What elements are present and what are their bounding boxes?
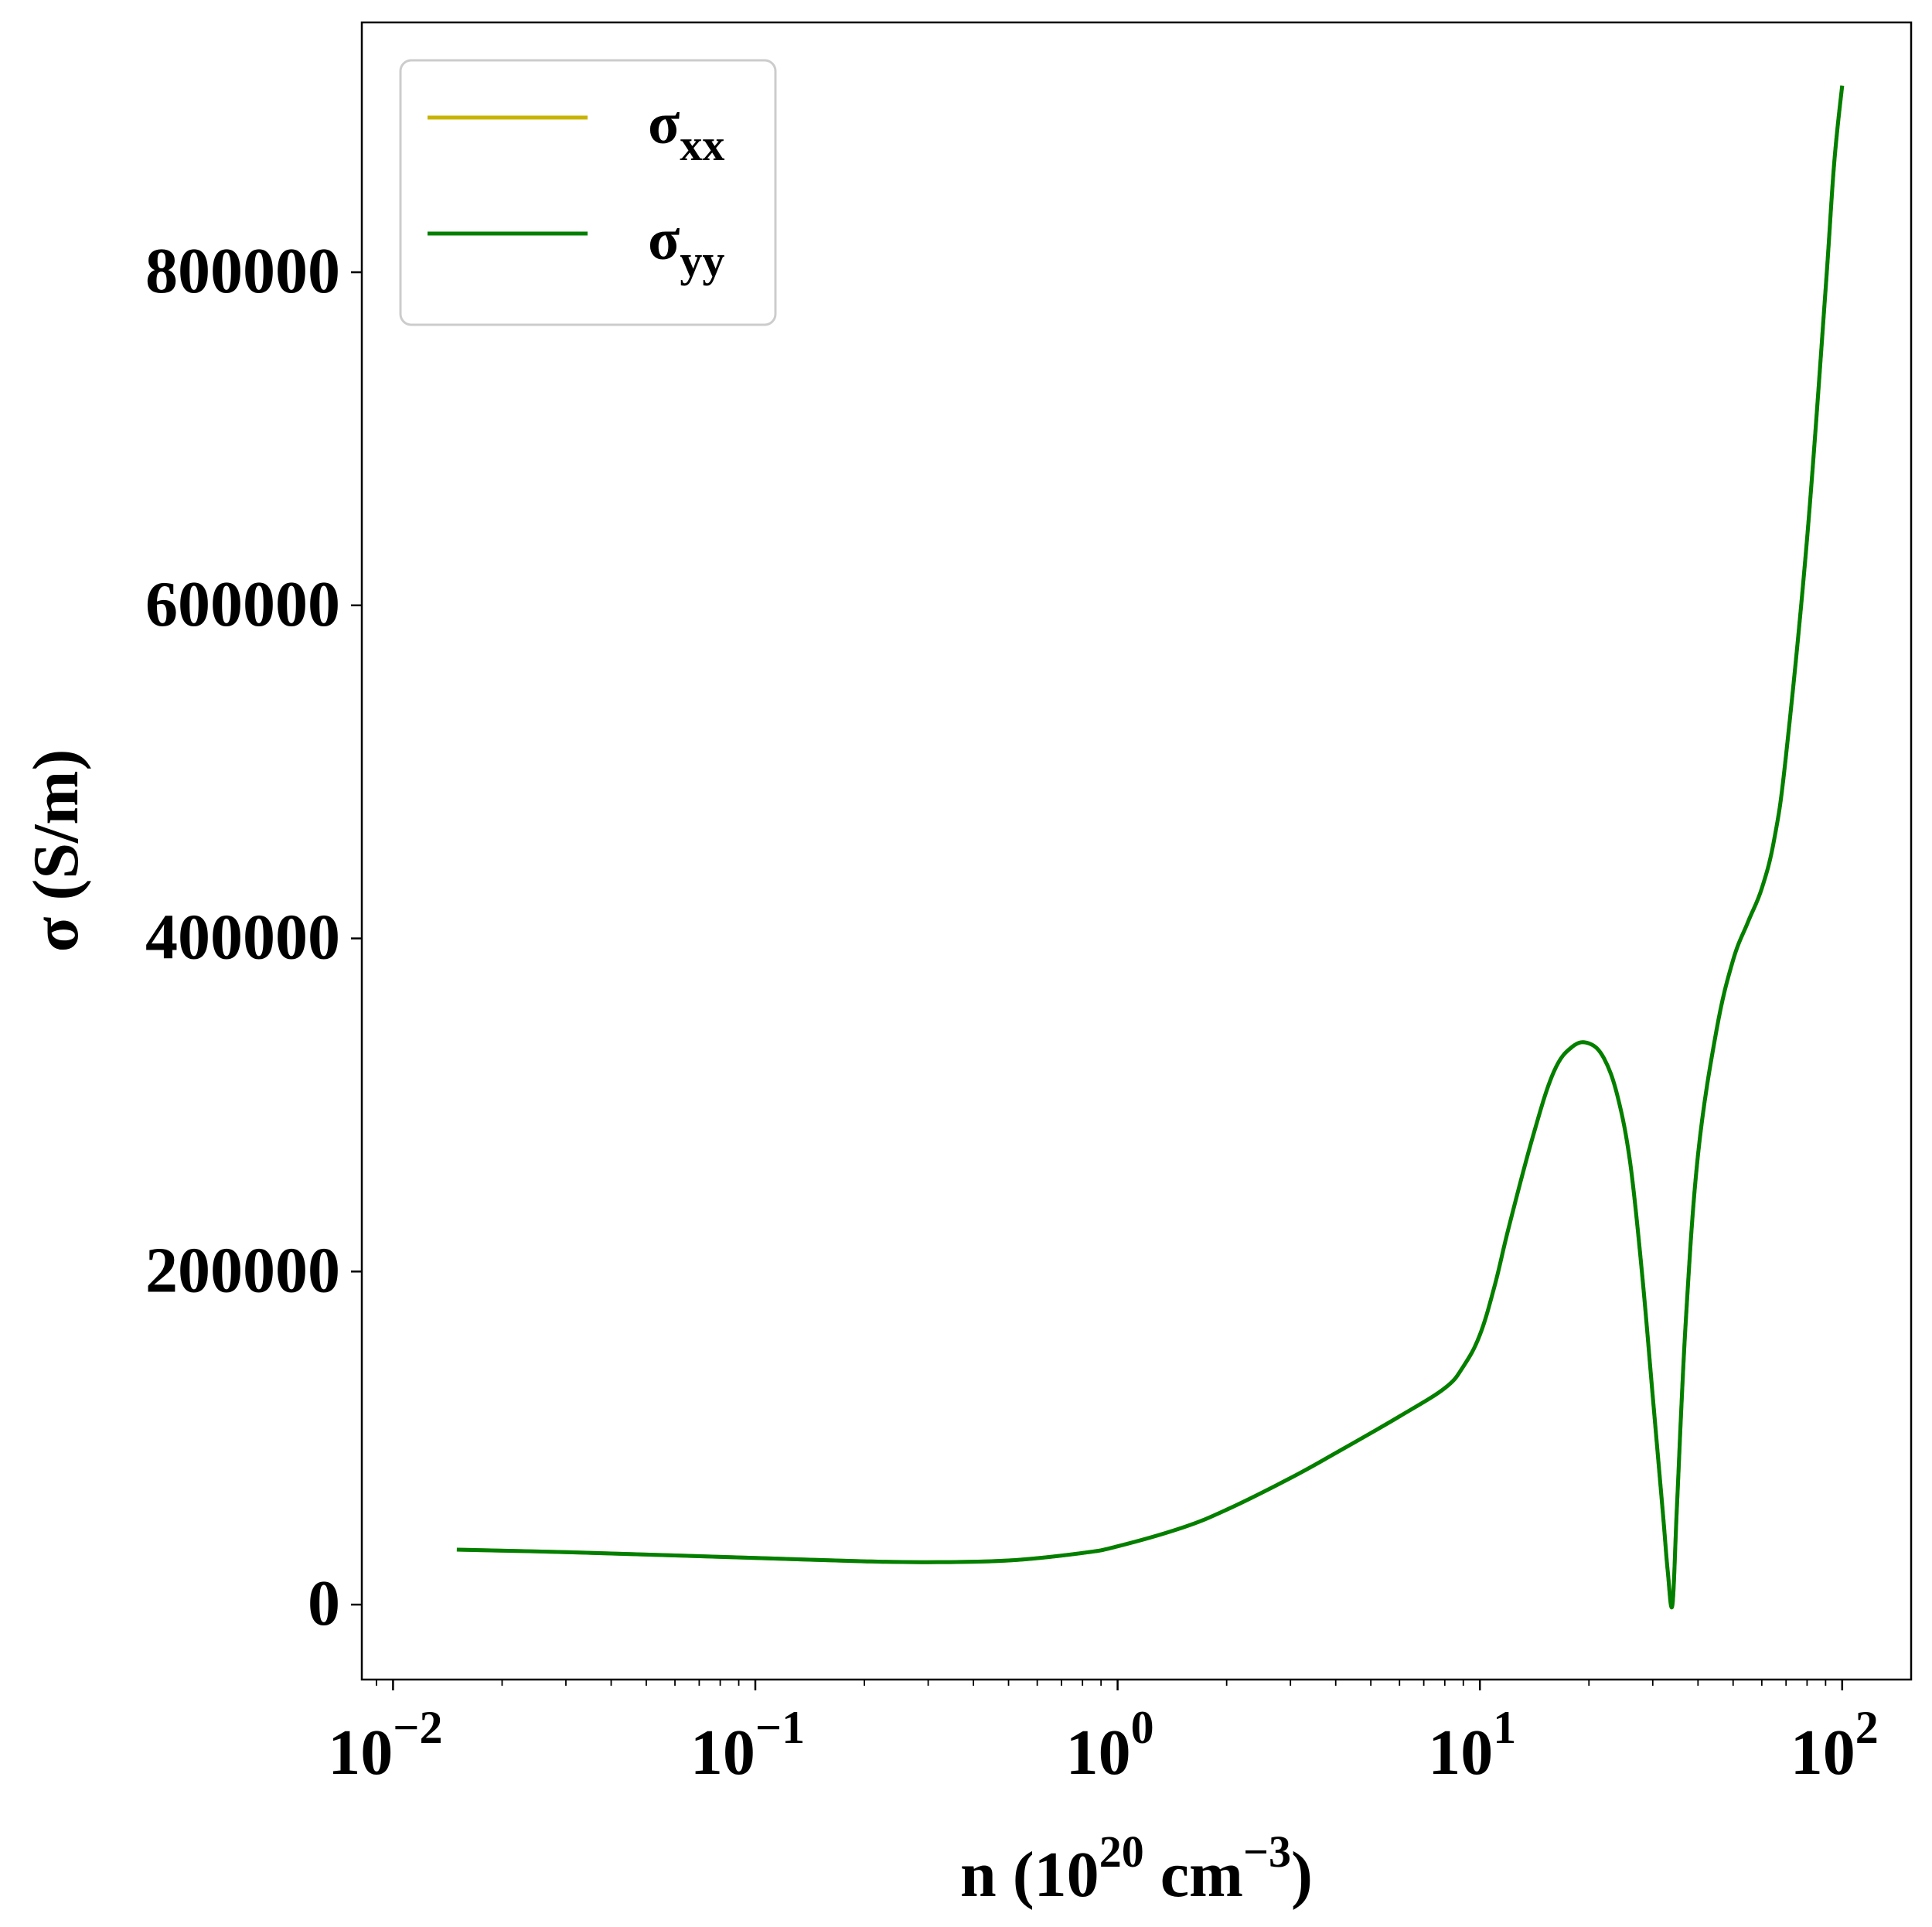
- legend-label-sigma-xx-main: σ: [648, 91, 680, 156]
- x-axis-label: n (1020 cm−3): [960, 1826, 1313, 1911]
- y-tick-label: 400000: [145, 902, 340, 974]
- y-tick-label: 0: [308, 1567, 340, 1639]
- y-axis: 0 200000 400000 600000 800000: [145, 235, 362, 1639]
- x-tick-label: 10−2: [328, 1702, 442, 1789]
- x-tick-label: 10−1: [690, 1702, 805, 1789]
- legend-box: [399, 59, 777, 326]
- y-tick-label: 200000: [145, 1234, 340, 1306]
- legend-label-sigma-yy-main: σ: [648, 207, 680, 272]
- y-tick-label: 800000: [145, 235, 340, 307]
- legend: σxx σyy: [399, 59, 777, 326]
- plot-area: [360, 21, 1913, 1681]
- legend-label-sigma-yy: σyy: [648, 207, 724, 286]
- legend-label-sigma-xx-sub: xx: [680, 120, 724, 170]
- x-axis-label-sup2: −3: [1243, 1826, 1291, 1877]
- y-axis-label: σ (S/m): [20, 749, 92, 953]
- x-axis-label-base: n (10: [960, 1839, 1099, 1911]
- y-tick-label: 600000: [145, 568, 340, 640]
- x-tick-label: 102: [1791, 1702, 1879, 1789]
- x-axis-label-end: ): [1291, 1839, 1313, 1911]
- x-axis: 10−2 10−1 100 101 102: [328, 1680, 1879, 1789]
- series-line-yy: [456, 85, 1845, 1609]
- x-axis-label-mid: cm: [1144, 1839, 1243, 1911]
- series-layer: [456, 85, 1845, 1609]
- legend-label-sigma-yy-sub: yy: [680, 236, 724, 286]
- axes-frame: [360, 21, 1913, 1681]
- x-tick-label: 100: [1066, 1702, 1154, 1789]
- x-tick-label: 101: [1428, 1702, 1516, 1789]
- legend-label-sigma-xx: σxx: [648, 91, 724, 170]
- x-axis-label-sup1: 20: [1099, 1826, 1144, 1877]
